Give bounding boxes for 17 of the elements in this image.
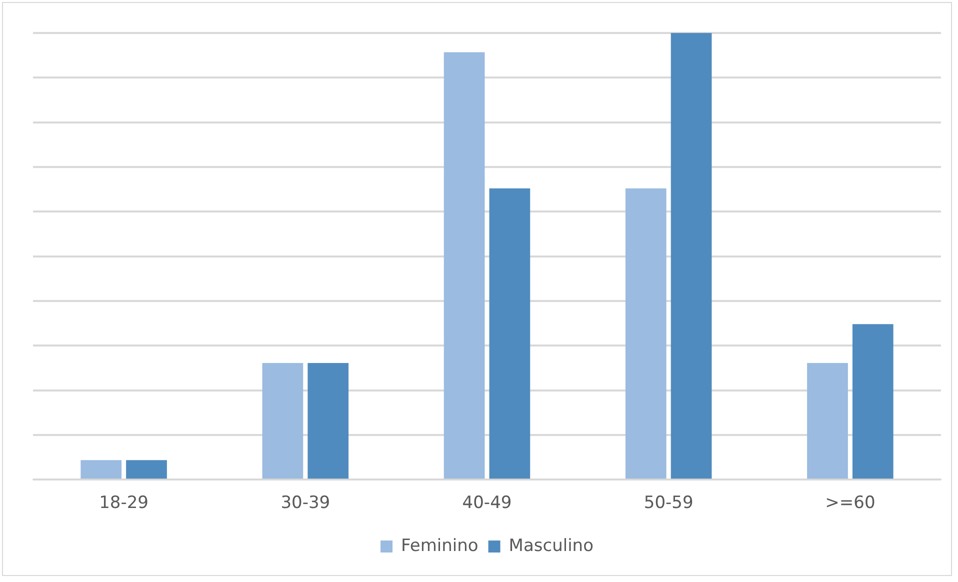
x-tick-label: 30-39	[280, 493, 330, 514]
x-tick-label: 40-49	[462, 493, 512, 514]
bar	[80, 460, 122, 479]
x-tick-label: 18-29	[99, 493, 149, 514]
bar	[807, 363, 848, 479]
bar	[625, 188, 666, 479]
bar	[126, 460, 167, 479]
bar	[262, 363, 304, 479]
legend-label: Masculino	[508, 536, 594, 556]
x-tick-label: >=60	[825, 493, 876, 514]
bar	[852, 324, 894, 479]
x-tick-label: 50-59	[644, 493, 694, 514]
bar	[670, 33, 712, 479]
bar	[308, 363, 349, 479]
bar	[444, 52, 485, 479]
legend-label: Feminino	[401, 536, 478, 556]
bar	[489, 188, 530, 479]
